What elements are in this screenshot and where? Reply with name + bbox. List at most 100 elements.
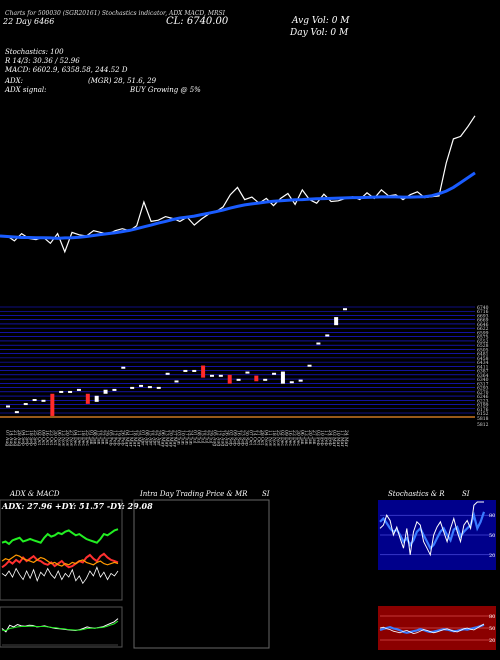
adx-line-values: (MGR) 28, 51.6, 29 [88,77,157,85]
x-tick-label: 06 May [160,430,166,447]
y-tick-label: 6223 [477,398,489,404]
x-tick-label: 04 Nov [263,430,269,447]
y-tick-label: 6552 [477,339,489,345]
x-tick-label: 27 Nov [68,430,74,447]
x-tick-label: 09 Oct [40,430,46,445]
x-tick-label: 03 Mar [331,430,337,447]
series-ma [0,171,476,240]
stoch-title-right: SI [462,490,470,498]
x-tick-label: 08 Jan [92,430,98,445]
x-tick-label: 02 Dec [279,430,285,446]
y-tick-label: 6599 [477,330,489,336]
x-tick-label: 27 May [172,430,178,447]
adx-series [1,528,119,546]
x-tick-label: 21 Aug [12,430,18,446]
x-tick-label: 30 Sep [243,430,249,446]
x-tick-label: 29 Jul [207,430,213,444]
x-tick-label: 13 Nov [60,430,66,447]
candle [280,371,285,384]
rsi-level-label: 20 [489,638,495,644]
adx-box [0,499,123,601]
adx-line-label: ADX: [4,77,23,85]
y-tick-label: 6199 [477,403,489,409]
adx-series [1,566,119,585]
series-close [0,115,476,254]
x-tick-label: 25 Mar [136,430,142,447]
y-tick-label: 6293 [477,386,489,392]
bottom-level-label: 5818 [477,416,489,422]
x-tick-label: 24 Mar [343,430,349,447]
stochastics-line: Stochastics: 100 [5,48,64,56]
rsi-level-label: 50 [489,626,495,632]
x-tick-label: 11 Mar [128,430,134,447]
macd-box [0,606,123,648]
candle [103,389,108,394]
x-tick-label: 18 Nov [271,430,277,447]
x-tick-label: 11 Sep [24,430,30,446]
y-tick-label: 6434 [477,360,489,366]
candle [343,308,347,311]
candle [147,386,152,389]
x-tick-label: 22 Jul [203,430,209,444]
y-tick-label: 6458 [477,356,489,362]
stoch-series [379,501,484,557]
x-tick-label: 17 Jun [184,430,190,445]
date-range-label: 22 Day [2,17,32,26]
x-tick-label: 24 Feb [327,430,333,446]
x-tick-label: 19 Aug [219,430,225,446]
y-tick-label: 6740 [477,305,489,311]
x-tick-label: 20 Nov [64,430,70,447]
x-tick-label: 22 Apr [152,430,158,446]
macd-line: MACD: 6602.9, 6358.58, 244.52 D [4,66,128,74]
candle [201,365,206,378]
macd-series [1,620,119,632]
stochastics-panel: Stochastics & R SI 80 50 20 80 50 20 [378,490,496,650]
avg-vol-label: Avg Vol: 0 M [291,16,350,26]
chart-title: Charts for 500030 (SGR20161) Stochastics… [5,10,226,17]
y-tick-label: 6317 [477,381,489,387]
x-tick-label: 18 Sep [28,430,34,446]
candle [6,405,10,408]
candle [236,378,241,381]
candle [245,371,250,374]
x-tick-label: 16 Sep [235,430,241,446]
x-tick-label: 23 Sep [239,430,245,446]
stoch-level-label: 20 [489,553,495,559]
candle [130,386,135,389]
y-tick-label: 6387 [477,369,489,375]
x-tick-label: 26 Feb [120,430,126,446]
candle [59,390,64,393]
candle [68,390,73,393]
y-tick-label: 6411 [477,364,489,370]
x-tick-label: 03 Jun [176,430,182,445]
candle [272,372,277,375]
x-tick-label: 12 Aug [215,430,221,446]
candle [174,380,179,383]
x-tick-label: 11 Nov [267,430,273,447]
x-tick-label: 01 Jul [191,430,197,444]
x-tick-label: 15 Jan [96,430,102,445]
y-tick-label: 6716 [477,309,489,315]
x-tick-label: 01 Jan [88,430,94,445]
stoch-level-label: 50 [489,533,495,539]
candle [298,379,303,382]
candle [254,375,259,382]
candle [209,374,214,377]
x-tick-label: 22 Jan [100,430,106,445]
x-tick-label: 02 Sep [227,430,233,446]
candles [6,308,347,416]
y-tick-label: 6176 [477,407,489,413]
y-tick-label: 6646 [477,322,489,328]
bottom-level-label: 5812 [477,422,489,428]
x-tick-label: 08 Jul [195,430,201,444]
adx-series [1,554,119,567]
x-tick-label: 30 Dec [295,430,301,446]
candle [121,366,126,369]
intraday-title-right: SI [262,490,270,498]
x-tick-label: 10 Feb [319,430,325,446]
adx-panel-values: ADX: 27.96 +DY: 51.57 -DY: 29.08 [1,501,153,511]
date-number-label: 6466 [34,17,54,26]
stoch-series [379,623,485,635]
